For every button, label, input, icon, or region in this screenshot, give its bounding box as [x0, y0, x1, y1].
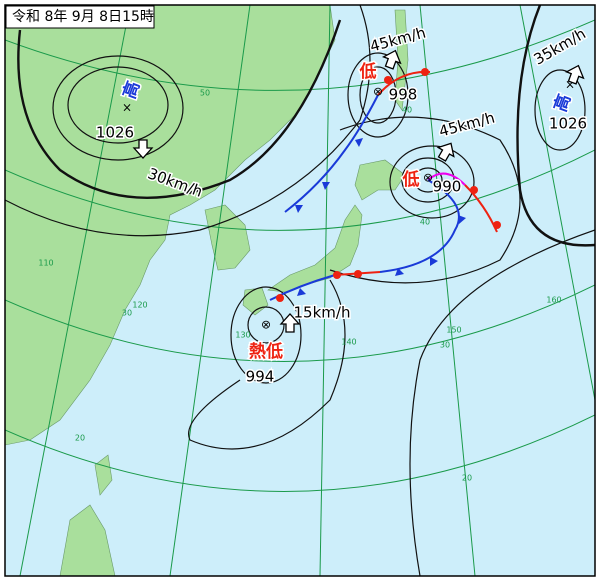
- motion-arrow: [381, 49, 402, 70]
- korea: [204, 204, 251, 271]
- grid-label: 150: [446, 326, 461, 335]
- system-kind: 低: [402, 169, 420, 190]
- pressure: 994: [246, 368, 275, 386]
- grid-label: 20: [462, 474, 472, 483]
- grid-label: 160: [546, 296, 561, 305]
- motion-arrow: [132, 139, 154, 159]
- grid-label: 30: [440, 341, 450, 350]
- center-mark: ×: [565, 78, 575, 92]
- isobars: [5, 5, 595, 576]
- motion-arrow: [564, 64, 585, 85]
- grid-label: 40: [402, 106, 412, 115]
- center-mark: ×: [122, 101, 132, 115]
- pressure: 1026: [549, 115, 587, 133]
- grid-label: 130: [235, 331, 250, 340]
- philippines: [59, 504, 116, 576]
- fronts: [269, 68, 501, 302]
- center-mark: ⊗: [261, 318, 271, 332]
- grid-label: 20: [75, 434, 85, 443]
- system-kind: 熱低: [249, 341, 283, 362]
- center-mark: ⊗: [373, 85, 383, 99]
- motion-arrow: [436, 142, 455, 162]
- pressure: 998: [389, 86, 418, 104]
- grid-label: 140: [341, 338, 356, 347]
- grid-label: 30: [122, 309, 132, 318]
- system-kind: 低: [359, 61, 377, 82]
- lat-lon-grid: [5, 5, 595, 576]
- center-mark: ⊗: [423, 171, 433, 185]
- pressure: 990: [433, 178, 462, 196]
- speed: 15km/h: [294, 304, 351, 322]
- motion-arrow: [279, 313, 301, 333]
- map-border: [4, 4, 596, 577]
- title-box: [5, 5, 155, 29]
- grid-label: 120: [132, 301, 147, 310]
- pressure: 1026: [96, 124, 134, 142]
- grid-label: 40: [420, 218, 430, 227]
- grid-label: 50: [200, 89, 210, 98]
- map-title: 令和 8年 9月 8日15時: [12, 9, 154, 25]
- grid-label: 110: [38, 259, 53, 268]
